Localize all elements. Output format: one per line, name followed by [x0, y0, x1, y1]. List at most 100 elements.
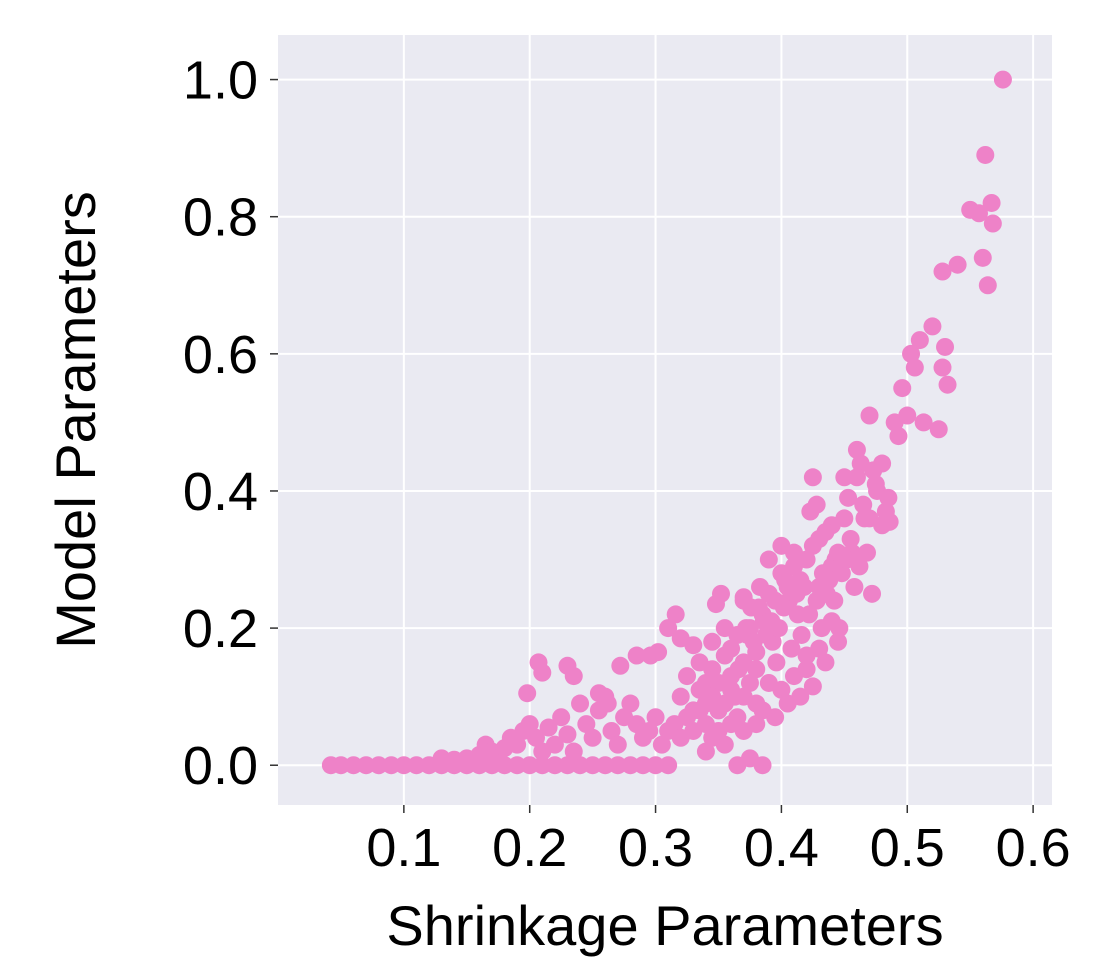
data-point — [508, 735, 527, 754]
data-point — [863, 584, 882, 603]
data-point — [520, 715, 539, 734]
data-point — [564, 742, 583, 761]
data-point — [684, 721, 703, 740]
data-point — [596, 756, 615, 775]
data-point — [825, 591, 844, 610]
data-point — [933, 262, 952, 281]
data-point — [652, 735, 671, 754]
data-point — [767, 653, 786, 672]
data-point — [898, 406, 917, 425]
data-point — [558, 756, 577, 775]
data-point — [850, 557, 869, 576]
y-tick-label: 0.8 — [183, 188, 258, 248]
data-point — [552, 708, 571, 727]
data-point — [829, 632, 848, 651]
data-point — [571, 694, 590, 713]
data-point — [795, 577, 814, 596]
data-point — [933, 358, 952, 377]
data-point — [558, 725, 577, 744]
data-point — [797, 550, 816, 569]
data-point — [703, 632, 722, 651]
data-point — [983, 214, 1002, 233]
data-point — [571, 756, 590, 775]
data-point — [839, 488, 858, 507]
data-point — [709, 721, 728, 740]
data-point — [696, 742, 715, 761]
data-point — [879, 488, 898, 507]
data-point — [633, 756, 652, 775]
data-point — [678, 667, 697, 686]
data-point — [976, 145, 995, 164]
data-point — [684, 636, 703, 655]
data-point — [734, 687, 753, 706]
data-point — [545, 735, 564, 754]
x-tick-label: 0.3 — [618, 818, 693, 878]
data-point — [816, 653, 835, 672]
data-point — [583, 728, 602, 747]
data-point — [369, 756, 388, 775]
data-point — [803, 468, 822, 487]
data-point — [873, 516, 892, 535]
data-point — [791, 687, 810, 706]
data-point — [690, 701, 709, 720]
data-point — [740, 673, 759, 692]
y-tick-label: 0.2 — [183, 599, 258, 659]
data-point — [747, 660, 766, 679]
data-point — [715, 646, 734, 665]
data-point — [816, 523, 835, 542]
data-point — [857, 543, 876, 562]
data-point — [608, 735, 627, 754]
data-point — [608, 756, 627, 775]
data-point — [803, 536, 822, 555]
x-tick-label: 0.5 — [870, 818, 945, 878]
data-point — [659, 756, 678, 775]
data-point — [970, 204, 989, 223]
data-point — [533, 756, 552, 775]
data-point — [769, 619, 788, 638]
data-point — [621, 756, 640, 775]
data-point — [835, 509, 854, 528]
data-point — [564, 667, 583, 686]
data-point — [936, 337, 955, 356]
y-tick-label: 0.0 — [183, 736, 258, 796]
data-point — [357, 756, 376, 775]
data-point — [845, 577, 864, 596]
data-point — [812, 619, 831, 638]
y-tick-label: 1.0 — [183, 51, 258, 111]
data-point — [598, 694, 617, 713]
data-point — [728, 708, 747, 727]
data-point — [602, 721, 621, 740]
y-axis-label: Model Parameters — [44, 191, 107, 649]
data-point — [835, 468, 854, 487]
scatter-points — [321, 70, 1012, 775]
data-point — [747, 715, 766, 734]
data-point — [344, 756, 363, 775]
data-point — [889, 427, 908, 446]
data-point — [611, 656, 630, 675]
data-point — [508, 756, 527, 775]
data-point — [545, 756, 564, 775]
data-point — [807, 591, 826, 610]
data-point — [659, 619, 678, 638]
data-point — [810, 639, 829, 658]
data-point — [866, 475, 885, 494]
y-tick-label: 0.4 — [183, 462, 258, 522]
data-point — [800, 605, 819, 624]
data-point — [407, 756, 426, 775]
data-point — [774, 598, 793, 617]
data-point — [914, 413, 933, 432]
data-point — [978, 276, 997, 295]
data-point — [782, 639, 801, 658]
x-tick-labels: 0.1 0.2 0.3 0.4 0.5 0.6 — [366, 805, 1071, 878]
data-point — [847, 440, 866, 459]
data-point — [715, 735, 734, 754]
data-point — [803, 677, 822, 696]
data-point — [712, 584, 731, 603]
data-point — [734, 591, 753, 610]
data-point — [749, 598, 768, 617]
data-point — [671, 687, 690, 706]
data-point — [923, 317, 942, 336]
x-tick-label: 0.2 — [492, 818, 567, 878]
data-point — [982, 193, 1001, 212]
data-point — [910, 331, 929, 350]
